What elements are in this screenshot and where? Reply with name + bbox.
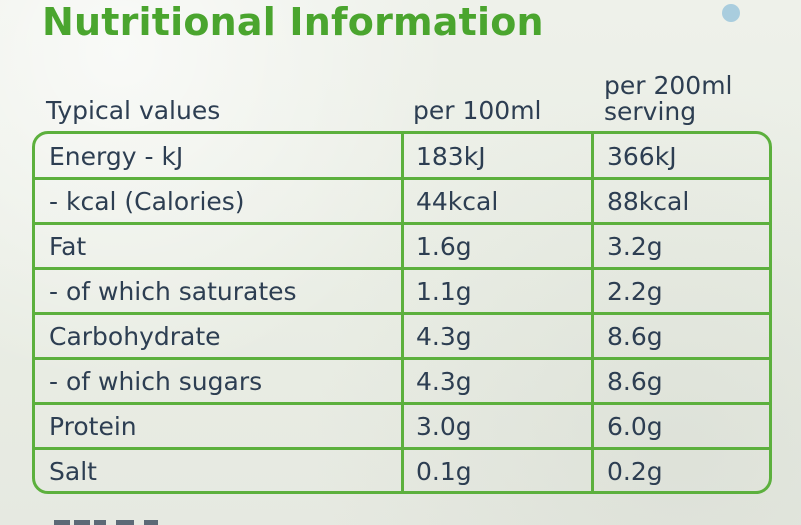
table-row: - of which sugars 4.3g 8.6g bbox=[35, 359, 769, 404]
header-typical-values: Typical values bbox=[46, 96, 221, 125]
nutrient-label: Salt bbox=[49, 457, 97, 486]
table-row: - of which saturates 1.1g 2.2g bbox=[35, 269, 769, 314]
nutrient-label: Carbohydrate bbox=[49, 322, 221, 351]
row-divider bbox=[35, 222, 769, 225]
value-per-100ml: 3.0g bbox=[416, 412, 472, 441]
cropped-footer-text bbox=[54, 512, 254, 525]
value-per-100ml: 0.1g bbox=[416, 457, 472, 486]
nutrient-label: Fat bbox=[49, 232, 87, 261]
nutrition-table: Energy - kJ 183kJ 366kJ - kcal (Calories… bbox=[32, 131, 772, 494]
value-per-200ml: 366kJ bbox=[607, 142, 677, 171]
nutrition-title: Nutritional Information bbox=[42, 0, 544, 44]
value-per-100ml: 1.6g bbox=[416, 232, 472, 261]
nutrient-label: - of which saturates bbox=[49, 277, 297, 306]
nutrient-label: - of which sugars bbox=[49, 367, 263, 396]
header-per-100ml: per 100ml bbox=[413, 96, 542, 125]
nutrient-label: - kcal (Calories) bbox=[49, 187, 245, 216]
value-per-200ml: 8.6g bbox=[607, 322, 663, 351]
value-per-100ml: 4.3g bbox=[416, 367, 472, 396]
row-divider bbox=[35, 402, 769, 405]
table-row: - kcal (Calories) 44kcal 88kcal bbox=[35, 179, 769, 224]
value-per-200ml: 8.6g bbox=[607, 367, 663, 396]
value-per-200ml: 88kcal bbox=[607, 187, 690, 216]
value-per-100ml: 1.1g bbox=[416, 277, 472, 306]
table-row: Carbohydrate 4.3g 8.6g bbox=[35, 314, 769, 359]
value-per-100ml: 4.3g bbox=[416, 322, 472, 351]
value-per-200ml: 2.2g bbox=[607, 277, 663, 306]
decorative-dot bbox=[722, 4, 740, 22]
header-per-200ml-serving: per 200ml serving bbox=[604, 71, 733, 126]
nutrient-label: Protein bbox=[49, 412, 137, 441]
table-row: Salt 0.1g 0.2g bbox=[35, 449, 769, 491]
value-per-100ml: 183kJ bbox=[416, 142, 486, 171]
value-per-200ml: 6.0g bbox=[607, 412, 663, 441]
row-divider bbox=[35, 177, 769, 180]
value-per-100ml: 44kcal bbox=[416, 187, 499, 216]
row-divider bbox=[35, 447, 769, 450]
table-row: Protein 3.0g 6.0g bbox=[35, 404, 769, 449]
table-row: Energy - kJ 183kJ 366kJ bbox=[35, 134, 769, 179]
table-row: Fat 1.6g 3.2g bbox=[35, 224, 769, 269]
value-per-200ml: 3.2g bbox=[607, 232, 663, 261]
value-per-200ml: 0.2g bbox=[607, 457, 663, 486]
row-divider bbox=[35, 312, 769, 315]
nutrient-label: Energy - kJ bbox=[49, 142, 184, 171]
row-divider bbox=[35, 267, 769, 270]
row-divider bbox=[35, 357, 769, 360]
